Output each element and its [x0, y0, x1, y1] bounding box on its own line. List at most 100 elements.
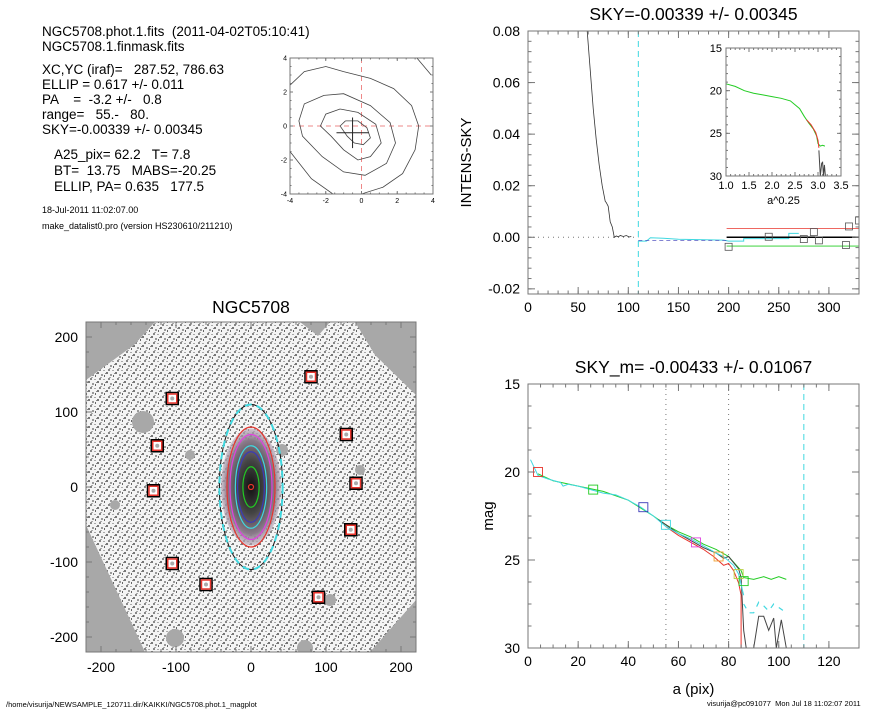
x-tick-label: 150 — [667, 299, 691, 315]
sky-box-inner — [313, 592, 324, 603]
mag-gray-profile — [658, 519, 787, 648]
plot-frame — [527, 383, 860, 649]
y-tick-label: 25 — [504, 552, 520, 568]
sky-box-inner — [305, 371, 317, 382]
masked-star — [110, 500, 120, 510]
x-tick-label: 120 — [817, 653, 841, 669]
x-tick-label: -100 — [162, 659, 190, 675]
sky-box-inner — [152, 440, 163, 451]
sky-box-center — [309, 374, 313, 379]
info-sky: SKY=-0.00339 +/- 0.00345 — [42, 122, 203, 137]
mag-cyan-profile — [530, 459, 745, 596]
plot-frame — [725, 47, 842, 177]
y-tick-label: -4 — [281, 191, 287, 198]
inset-background — [726, 48, 841, 176]
isophote-ellipse — [218, 403, 284, 571]
sky-box-inner — [167, 393, 178, 404]
intens-sky-plot: SKY=-0.00339 +/- 0.00345 INTENS-SKY 0 50 100… — [458, 4, 860, 315]
y-tick-label: -2 — [281, 157, 287, 164]
contour-line — [289, 66, 420, 195]
y-tick-label: 20 — [504, 464, 520, 480]
centroid-contour-plot: -4 -2 0 2 4 -4 -2 0 2 4 — [281, 55, 435, 205]
galaxy-title: NGC5708 — [212, 297, 290, 317]
y-tick-label: 0.00 — [493, 229, 520, 245]
contour-line — [339, 120, 371, 146]
x-tick-label: 200 — [389, 659, 413, 675]
info-range: range= 55.- 80. — [42, 107, 149, 122]
x-tick-label: 100 — [767, 653, 791, 669]
sky-box-center — [170, 561, 175, 566]
y-tick-label: 30 — [504, 640, 520, 656]
y-tick-label: 0.04 — [493, 126, 520, 142]
x-tick-label: 60 — [671, 653, 687, 669]
x-tick-label: 0 — [360, 198, 364, 205]
sky-box-marker — [724, 242, 733, 251]
sky-box-center — [344, 432, 349, 437]
footer-path: /home/visurija/NEWSAMPLE_120711.dir/KAIK… — [6, 700, 257, 709]
y-tick-label: -200 — [50, 629, 78, 645]
mag-red-profile — [665, 526, 742, 648]
info-ellip-pa: ELLIP, PA= 0.635 177.5 — [54, 179, 204, 194]
x-tick-label: 3.0 — [810, 180, 825, 192]
y-tick-label: 15 — [710, 43, 722, 55]
x-tick-label: 20 — [570, 653, 586, 669]
sky-box-marker — [764, 232, 773, 241]
sky-box-center — [170, 396, 175, 401]
x-tick-label: 50 — [570, 299, 586, 315]
contour-line — [416, 57, 432, 76]
mag-box-marker — [588, 484, 599, 495]
sky-box-inner — [167, 558, 178, 569]
masked-region — [330, 322, 416, 395]
x-tick-label: 250 — [767, 299, 791, 315]
inset-red-profile — [806, 119, 820, 148]
x-tick-label: 0 — [247, 659, 255, 675]
intens-data — [528, 31, 859, 294]
isophote-ellipse — [247, 483, 255, 491]
mag-box-marker — [713, 551, 724, 562]
masked-region — [300, 322, 330, 336]
sky-box-center — [204, 582, 208, 587]
mag-box-marker — [638, 502, 649, 513]
masked-star — [276, 444, 288, 456]
x-tick-label: 0 — [524, 299, 532, 315]
isophote-ellipse — [242, 466, 260, 508]
info-date: 18-Jul-2011 11:02:07.00 — [42, 205, 139, 215]
masked-star — [297, 640, 313, 652]
sky-box-inner — [148, 485, 159, 496]
sky-box-marker — [814, 236, 823, 245]
masked-star — [185, 450, 195, 460]
galaxy-image-plot: NGC5708 -200 -100 0 100 200 -200 -100 0 100 200 — [50, 297, 417, 675]
masked-region — [370, 600, 416, 652]
mag-cyan-dashed-profile — [743, 601, 785, 614]
mag-y-label: mag — [480, 501, 497, 530]
y-tick-label: 20 — [710, 86, 722, 98]
y-tick-label: 15 — [504, 376, 520, 392]
footer-user-time: visurija@pc091077 Mon Jul 18 11:02:07 20… — [707, 699, 861, 708]
intens-plot-title: SKY=-0.00339 +/- 0.00345 — [589, 4, 797, 24]
x-tick-label: 2.0 — [764, 180, 779, 192]
sky-box-center — [155, 443, 160, 448]
sky-box-center — [316, 595, 321, 600]
info-fits-file: NGC5708.phot.1.fits (2011-04-02T05:10:41… — [42, 24, 310, 39]
y-tick-label: 200 — [55, 329, 79, 345]
isophote-ellipse — [229, 433, 273, 541]
contour-line — [319, 108, 382, 161]
y-tick-label: 30 — [710, 171, 722, 183]
sky-box-center — [348, 527, 353, 532]
plot-frame — [527, 30, 860, 295]
x-tick-label: 100 — [314, 659, 338, 675]
intens-y-label: INTENS-SKY — [458, 117, 475, 207]
mag-data — [530, 384, 805, 648]
mag-box-marker — [691, 537, 701, 548]
sky-box-inner — [345, 524, 356, 535]
x-tick-label: 2 — [395, 198, 399, 205]
y-tick-label: 0.02 — [493, 178, 520, 194]
sky-box-inner — [200, 579, 212, 590]
x-tick-label: 100 — [617, 299, 641, 315]
info-center: XC,YC (iraf)= 287.52, 786.63 — [42, 62, 224, 77]
info-a25: A25_pix= 62.2 T= 7.8 — [54, 147, 191, 162]
mag-plot-title: SKY_m= -0.00433 +/- 0.01067 — [575, 357, 812, 378]
sky-box-center — [354, 481, 358, 486]
info-pa: PA = -3.2 +/- 0.8 — [42, 92, 162, 107]
